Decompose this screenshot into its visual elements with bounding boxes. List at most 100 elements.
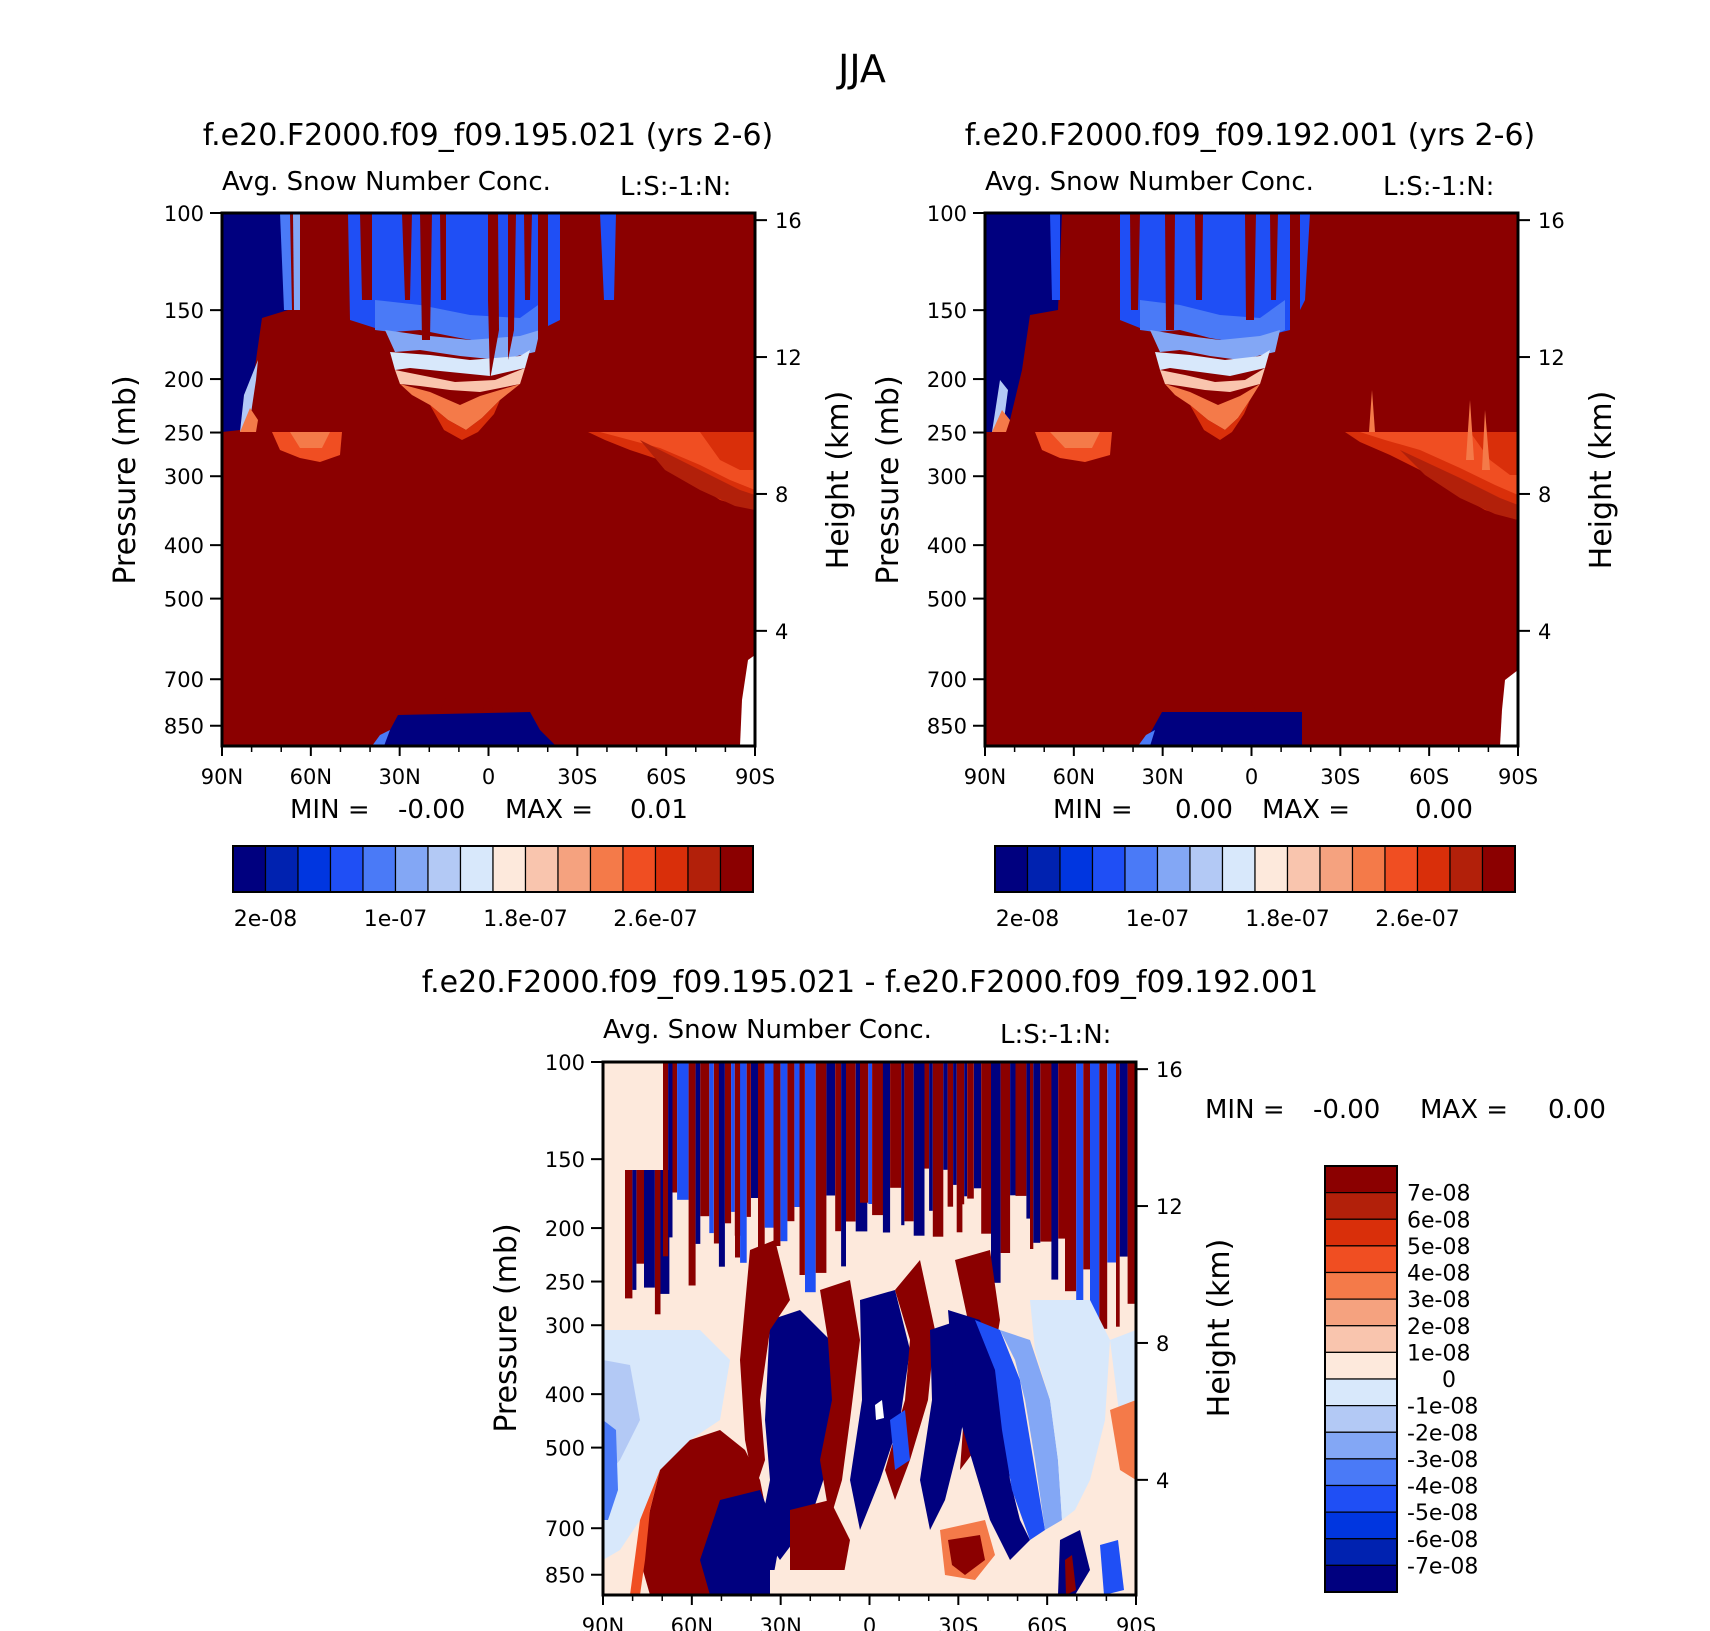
difference-streak	[672, 1062, 678, 1193]
difference-streak	[1033, 1062, 1041, 1243]
panel-c: f.e20.F2000.f09_f09.195.021 - f.e20.F200…	[422, 965, 1606, 1631]
colorbar-cell	[1324, 1405, 1398, 1433]
difference-streak	[688, 1062, 696, 1286]
colorbar-label: 5e-08	[1407, 1235, 1470, 1260]
blue-spike	[280, 213, 292, 310]
red-spike	[420, 213, 432, 340]
figure-title: JJA	[836, 47, 886, 91]
difference-streak	[1116, 1062, 1120, 1327]
difference-streak	[901, 1062, 905, 1226]
white-region	[740, 655, 755, 746]
panel-a-yticks: 100 150 200 250 300 400 500 700 850 16 12 8 4	[164, 202, 802, 739]
colorbar-label: 2e-08	[996, 907, 1059, 932]
y-tick-label: 500	[927, 588, 967, 612]
blue-gradient	[975, 1320, 1045, 1540]
x-tick-label: 90S	[1116, 1614, 1156, 1631]
panel-c-subtitle: Avg. Snow Number Conc.	[603, 1015, 932, 1045]
panel-c-max-label: MAX =	[1420, 1095, 1508, 1125]
red-spike	[1290, 213, 1300, 330]
x-tick-label: 90S	[1498, 765, 1538, 789]
colorbar-label: 1.8e-07	[483, 907, 567, 932]
colorbar-cell	[994, 845, 1029, 893]
difference-streak	[882, 1062, 891, 1233]
colorbar-cell	[719, 845, 754, 893]
blue-region	[222, 213, 290, 432]
colorbar-cell	[1351, 845, 1386, 893]
y-tick-label: 250	[927, 422, 967, 446]
orange-band	[1400, 450, 1518, 520]
x-tick-label: 30S	[1320, 765, 1360, 789]
colorbar-cell	[1319, 845, 1354, 893]
blue-region	[890, 1410, 910, 1470]
difference-streak	[780, 1062, 788, 1242]
difference-streak	[815, 1062, 827, 1273]
orange-patch	[1050, 432, 1100, 448]
red-region	[1065, 1555, 1076, 1595]
y-tick-label: 700	[927, 668, 967, 692]
red-spike	[1165, 213, 1175, 330]
difference-streak	[967, 1062, 974, 1199]
y-tick-label: 100	[164, 202, 204, 226]
difference-streak	[904, 1062, 914, 1222]
difference-streak	[731, 1062, 735, 1212]
colorbar-cell	[1324, 1564, 1398, 1593]
blue-spike	[1050, 213, 1060, 300]
y-tick-label: 250	[545, 1271, 585, 1295]
difference-streak	[1076, 1062, 1084, 1317]
central-gradient	[1165, 384, 1260, 430]
central-gradient	[1140, 300, 1285, 345]
colorbar-cell	[1189, 845, 1224, 893]
y2-tick-label: 4	[775, 620, 788, 644]
y-tick-label: 200	[164, 368, 204, 392]
colorbar-label: -2e-08	[1407, 1421, 1478, 1446]
difference-streak	[960, 1062, 965, 1205]
colorbar-cell	[232, 845, 267, 893]
difference-streak	[773, 1062, 781, 1246]
panel-c-title: f.e20.F2000.f09_f09.195.021 - f.e20.F200…	[422, 965, 1318, 1000]
central-gradient	[390, 350, 530, 376]
colorbar-label: 0	[1442, 1368, 1456, 1393]
orange-patch	[1110, 1400, 1136, 1480]
difference-streak	[695, 1062, 701, 1244]
y-tick-label: 400	[927, 534, 967, 558]
light-band	[240, 408, 258, 432]
difference-streak	[1065, 1062, 1077, 1292]
difference-streak	[1010, 1062, 1016, 1196]
blue-spike	[293, 213, 300, 310]
colorbar-label: 1e-07	[364, 907, 427, 932]
red-spike	[1270, 213, 1278, 300]
difference-streak	[718, 1062, 725, 1267]
difference-streak	[644, 1170, 655, 1288]
difference-streak	[860, 1062, 869, 1203]
difference-streak	[981, 1062, 991, 1234]
y2-tick-label: 16	[1156, 1058, 1183, 1082]
y-tick-label: 850	[927, 715, 967, 739]
difference-streak	[787, 1062, 795, 1222]
panel-b-max-value: 0.00	[1415, 795, 1473, 825]
panel-c-max-value: 0.00	[1548, 1095, 1606, 1125]
y-tick-label: 700	[164, 668, 204, 692]
colorbar-cell	[264, 845, 299, 893]
red-spike	[488, 213, 499, 380]
difference-streak	[1030, 1062, 1034, 1249]
colorbar-cell	[1449, 845, 1484, 893]
x-tick-label: 60N	[671, 1614, 713, 1631]
difference-streak	[953, 1062, 957, 1185]
colorbar-label: 7e-08	[1407, 1182, 1470, 1207]
x-tick-label: 30S	[938, 1614, 978, 1631]
colorbar-cell	[1026, 845, 1061, 893]
red-region	[820, 1280, 860, 1520]
difference-streak	[1000, 1062, 1011, 1253]
difference-streak	[751, 1062, 759, 1198]
panel-c-ylabel: Pressure (mb)	[489, 1223, 524, 1432]
orange-band	[640, 440, 755, 510]
difference-streak	[1026, 1062, 1030, 1219]
colorbar-cell	[1324, 1192, 1398, 1220]
light-band	[992, 410, 1010, 432]
difference-streak	[1051, 1062, 1059, 1280]
blue-region	[760, 1310, 840, 1560]
central-gradient	[400, 384, 520, 430]
difference-streak	[724, 1062, 732, 1224]
y-tick-label: 500	[545, 1437, 585, 1461]
y-tick-label: 400	[545, 1383, 585, 1407]
